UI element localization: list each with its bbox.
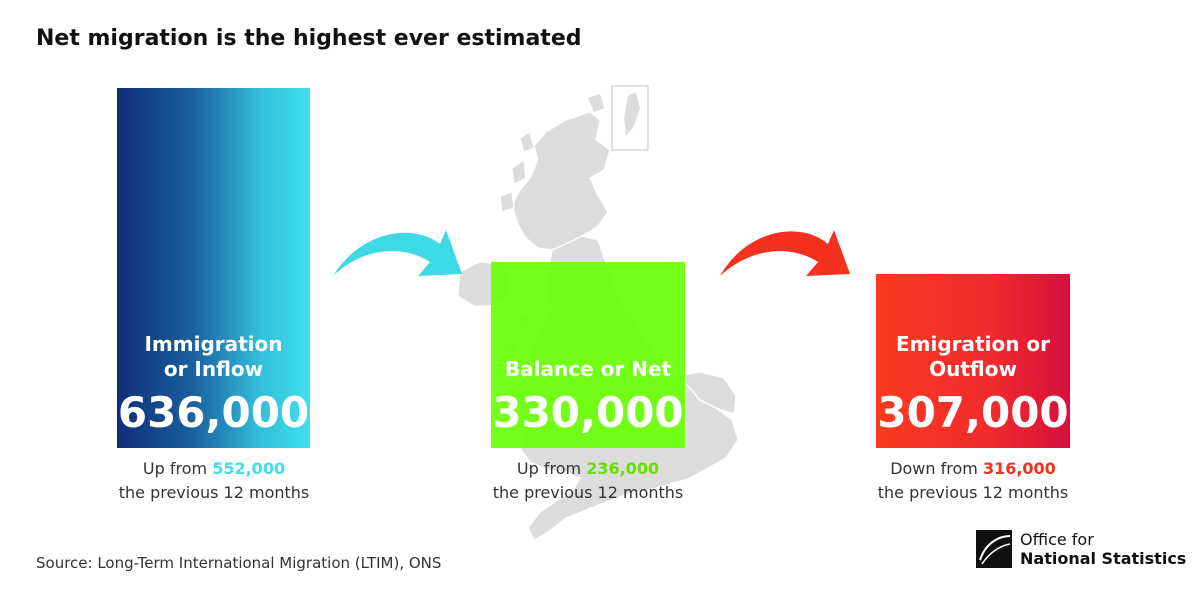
net-caption-prefix: Up from [516,459,587,478]
net-label: Balance or Net [504,357,672,381]
ons-logo-line1: Office for [1020,530,1094,549]
immigration-label-line2: or Inflow [163,357,264,381]
immigration-caption-suffix: the previous 12 months [118,483,310,502]
emigration-label-line1: Emigration or [896,332,1050,356]
emigration-value: 307,000 [877,388,1069,437]
net-caption: Up from 236,000 the previous 12 months [458,457,718,505]
emigration-caption-prefix: Down from [890,459,983,478]
immigration-caption: Up from 552,000 the previous 12 months [84,457,344,505]
ons-logo-icon [976,530,1012,568]
ons-logo-line2: National Statistics [1020,549,1187,568]
page-title: Net migration is the highest ever estima… [36,26,582,51]
emigration-caption: Down from 316,000 the previous 12 months [843,457,1103,505]
source-note: Source: Long-Term International Migratio… [36,554,442,572]
immigration-caption-prefix: Up from [142,459,213,478]
immigration-previous-value: 552,000 [212,459,286,478]
net-caption-suffix: the previous 12 months [492,483,684,502]
emigration-label-line2: Outflow [929,357,1017,381]
immigration-box: Immigration or Inflow 636,000 [117,88,310,448]
net-box: Balance or Net 330,000 [491,262,685,448]
ons-logo-text: Office for National Statistics [1020,530,1186,568]
net-value: 330,000 [492,388,684,437]
net-previous-value: 236,000 [586,459,660,478]
emigration-previous-value: 316,000 [982,459,1056,478]
immigration-label-line1: Immigration [144,332,283,356]
emigration-caption-suffix: the previous 12 months [877,483,1069,502]
emigration-box: Emigration or Outflow 307,000 [876,274,1070,448]
immigration-value: 636,000 [117,388,310,437]
